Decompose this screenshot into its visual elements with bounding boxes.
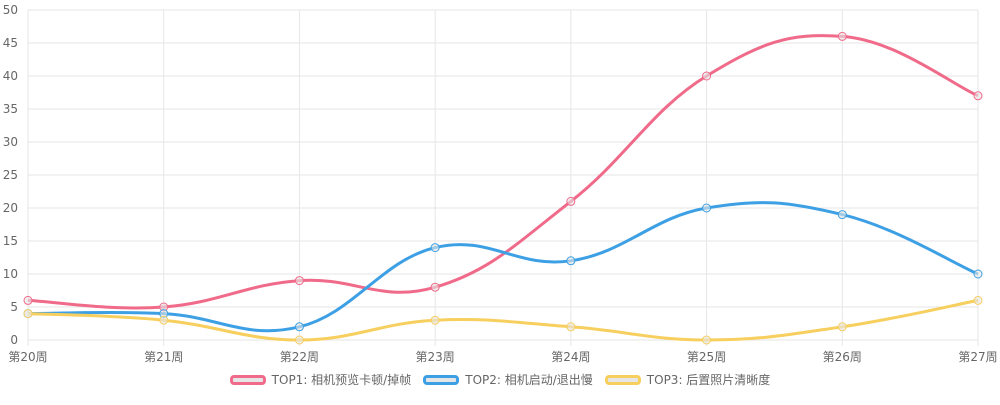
series-line <box>27 34 979 310</box>
legend-swatch <box>229 374 266 385</box>
data-point[interactable] <box>837 322 847 332</box>
data-point[interactable] <box>702 203 712 213</box>
data-point[interactable] <box>430 315 440 325</box>
y-tick-label: 15 <box>3 234 18 248</box>
data-point[interactable] <box>702 71 712 81</box>
y-tick-label: 40 <box>3 69 18 83</box>
data-point[interactable] <box>23 295 33 305</box>
y-tick-label: 25 <box>3 168 18 182</box>
y-tick-label: 20 <box>3 201 18 215</box>
data-point[interactable] <box>702 335 712 345</box>
y-tick-label: 45 <box>3 36 18 50</box>
data-point[interactable] <box>837 210 847 220</box>
x-tick-label: 第24周 <box>551 350 590 364</box>
legend-item[interactable]: TOP3: 后置照片清晰度 <box>604 371 771 388</box>
grid-layer <box>27 9 979 346</box>
y-tick-label: 30 <box>3 135 18 149</box>
y-tick-label: 5 <box>10 300 18 314</box>
x-tick-label: 第23周 <box>416 350 455 364</box>
legend-item[interactable]: TOP1: 相机预览卡顿/掉帧 <box>229 371 412 388</box>
data-point[interactable] <box>973 91 983 101</box>
data-point[interactable] <box>430 282 440 292</box>
legend-item[interactable]: TOP2: 相机启动/退出慢 <box>423 371 593 388</box>
data-point[interactable] <box>294 276 304 286</box>
series-layer <box>23 31 983 345</box>
series-line <box>27 201 979 333</box>
axis-layer: 0 5 10 15 20 25 30 35 40 45 50 第20周 第21周 第22周 第23周 第24周… <box>3 3 998 364</box>
x-tick-label: 第25周 <box>687 350 726 364</box>
legend-label: TOP2: 相机启动/退出慢 <box>465 373 593 387</box>
legend-label: TOP1: 相机预览卡顿/掉帧 <box>271 373 412 387</box>
data-point[interactable] <box>430 243 440 253</box>
legend-label: TOP3: 后置照片清晰度 <box>646 373 771 387</box>
legend: TOP1: 相机预览卡顿/掉帧 TOP2: 相机启动/退出慢 TOP3: 后置照片清… <box>0 371 1000 388</box>
x-tick-label: 第22周 <box>280 350 319 364</box>
data-point[interactable] <box>23 309 33 319</box>
legend-swatch <box>604 374 641 385</box>
x-tick-label: 第26周 <box>823 350 862 364</box>
y-tick-label: 0 <box>10 333 18 347</box>
y-tick-label: 35 <box>3 102 18 116</box>
data-point[interactable] <box>159 315 169 325</box>
series-line <box>27 298 979 342</box>
data-point[interactable] <box>973 269 983 279</box>
data-point[interactable] <box>837 31 847 41</box>
data-point[interactable] <box>566 256 576 266</box>
x-tick-label: 第21周 <box>144 350 183 364</box>
data-point[interactable] <box>973 295 983 305</box>
data-point[interactable] <box>294 322 304 332</box>
y-tick-label: 50 <box>3 3 18 17</box>
data-point[interactable] <box>566 196 576 206</box>
data-point[interactable] <box>294 335 304 345</box>
data-point[interactable] <box>566 322 576 332</box>
x-tick-label: 第20周 <box>8 350 47 364</box>
legend-swatch <box>423 374 460 385</box>
x-tick-label: 第27周 <box>958 350 997 364</box>
y-tick-label: 10 <box>3 267 18 281</box>
